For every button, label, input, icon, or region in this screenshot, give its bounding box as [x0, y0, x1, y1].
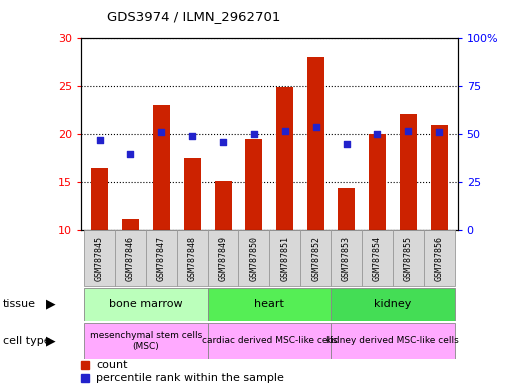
Bar — [424, 230, 454, 286]
Bar — [362, 230, 393, 286]
Bar — [91, 168, 108, 230]
Text: GDS3974 / ILMN_2962701: GDS3974 / ILMN_2962701 — [107, 10, 281, 23]
Text: kidney: kidney — [374, 299, 412, 310]
Bar — [331, 288, 454, 321]
Point — [373, 131, 382, 137]
Point — [157, 129, 165, 136]
Text: ▶: ▶ — [47, 334, 56, 347]
Bar — [331, 323, 454, 359]
Text: GSM787848: GSM787848 — [188, 236, 197, 281]
Bar — [400, 114, 417, 230]
Point — [343, 141, 351, 147]
Text: cell type: cell type — [3, 336, 50, 346]
Text: GSM787854: GSM787854 — [373, 236, 382, 281]
Point — [404, 127, 413, 134]
Point — [95, 137, 104, 143]
Text: ▶: ▶ — [47, 298, 56, 311]
Text: GSM787846: GSM787846 — [126, 236, 135, 281]
Bar — [238, 230, 269, 286]
Bar — [276, 87, 293, 230]
Text: heart: heart — [254, 299, 285, 310]
Point — [249, 131, 258, 137]
Point — [435, 129, 444, 136]
Text: GSM787850: GSM787850 — [249, 236, 258, 281]
Bar — [369, 134, 386, 230]
Point — [281, 127, 289, 134]
Bar — [208, 323, 331, 359]
Bar — [177, 230, 208, 286]
Bar — [307, 56, 324, 230]
Point — [188, 133, 196, 139]
Text: count: count — [96, 360, 128, 370]
Bar — [214, 181, 232, 230]
Point — [126, 151, 134, 157]
Text: GSM787855: GSM787855 — [404, 236, 413, 281]
Bar — [208, 288, 331, 321]
Bar — [84, 323, 208, 359]
Text: percentile rank within the sample: percentile rank within the sample — [96, 373, 284, 383]
Text: kidney derived MSC-like cells: kidney derived MSC-like cells — [326, 336, 459, 345]
Bar — [84, 288, 208, 321]
Bar — [122, 219, 139, 230]
Text: bone marrow: bone marrow — [109, 299, 183, 310]
Bar — [208, 230, 238, 286]
Text: GSM787853: GSM787853 — [342, 236, 351, 281]
Bar — [245, 139, 263, 230]
Text: GSM787847: GSM787847 — [157, 236, 166, 281]
Text: GSM787851: GSM787851 — [280, 236, 289, 281]
Text: mesenchymal stem cells
(MSC): mesenchymal stem cells (MSC) — [90, 331, 202, 351]
Bar — [153, 104, 170, 230]
Text: GSM787845: GSM787845 — [95, 236, 104, 281]
Bar — [393, 230, 424, 286]
Text: GSM787852: GSM787852 — [311, 236, 320, 281]
Bar — [184, 158, 201, 230]
Text: cardiac derived MSC-like cells: cardiac derived MSC-like cells — [202, 336, 337, 345]
Bar — [84, 230, 115, 286]
Bar — [115, 230, 146, 286]
Bar — [331, 230, 362, 286]
Text: GSM787856: GSM787856 — [435, 236, 444, 281]
Bar — [338, 188, 355, 230]
Text: GSM787849: GSM787849 — [219, 236, 228, 281]
Bar — [269, 230, 300, 286]
Text: tissue: tissue — [3, 299, 36, 310]
Point — [219, 139, 227, 145]
Point — [312, 124, 320, 130]
Bar — [300, 230, 331, 286]
Bar — [146, 230, 177, 286]
Bar — [430, 125, 448, 230]
